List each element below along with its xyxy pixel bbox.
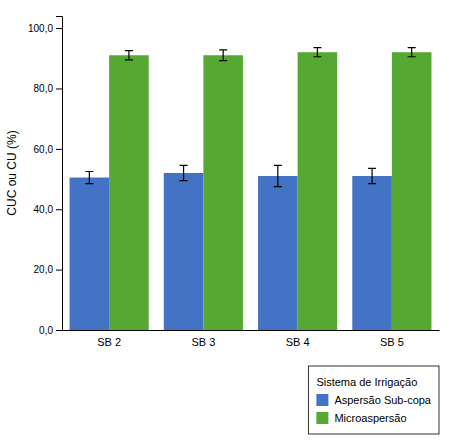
bar xyxy=(352,176,392,330)
legend-label: Microaspersão xyxy=(334,412,406,424)
tick: SB 4 xyxy=(286,336,310,348)
error-bar xyxy=(219,50,227,61)
series xyxy=(109,48,431,330)
error-bar xyxy=(85,171,93,183)
tick-label: SB 2 xyxy=(97,336,121,348)
axis-line xyxy=(63,330,440,331)
tick-label: SB 5 xyxy=(380,336,404,348)
tick: 40,0 xyxy=(34,204,62,215)
chart: 0,0 20,0 40,0 60,0 80,0 100,0 SB 2 SB 3 SB 4 SB 5… xyxy=(0,0,455,448)
error-bar xyxy=(313,48,321,57)
axis-title: CUC ou CU (%) xyxy=(5,130,19,215)
tick-mark xyxy=(56,209,62,210)
tick-mark xyxy=(56,28,62,29)
tick-label: 0,0 xyxy=(39,325,53,336)
error-bar xyxy=(408,48,416,57)
tick-label: 100,0 xyxy=(28,23,53,34)
bar xyxy=(164,173,204,330)
error-bar xyxy=(274,165,282,186)
legend: Sistema de Irrigação Aspersão Sub-copa Mic… xyxy=(308,366,439,434)
tick-mark xyxy=(56,149,62,150)
error-bar xyxy=(125,51,133,60)
legend-title: Sistema de Irrigação xyxy=(316,376,417,388)
tick: 20,0 xyxy=(34,264,62,275)
error-bar xyxy=(368,168,376,183)
bar xyxy=(70,178,110,330)
bar xyxy=(203,55,243,330)
bar xyxy=(298,52,338,330)
tick: SB 5 xyxy=(380,336,404,348)
tick: SB 3 xyxy=(191,336,215,348)
tick: 80,0 xyxy=(34,83,62,94)
legend-swatch xyxy=(316,394,328,406)
legend-label: Aspersão Sub-copa xyxy=(334,394,431,406)
tick-label: SB 3 xyxy=(191,336,215,348)
plot: 0,0 20,0 40,0 60,0 80,0 100,0 SB 2 SB 3 SB 4 SB 5… xyxy=(5,17,440,348)
axis-line xyxy=(56,17,63,331)
bar xyxy=(109,55,149,330)
bar xyxy=(392,52,432,330)
bar xyxy=(258,176,298,330)
y-axis: 0,0 20,0 40,0 60,0 80,0 100,0 xyxy=(28,17,63,336)
tick: SB 2 xyxy=(97,336,121,348)
x-axis: SB 2 SB 3 SB 4 SB 5 xyxy=(63,331,440,348)
legend-swatch xyxy=(316,412,328,424)
tick: 0,0 xyxy=(39,325,62,336)
tick: 60,0 xyxy=(34,144,62,155)
tick-label: 60,0 xyxy=(34,144,54,155)
tick-label: SB 4 xyxy=(286,336,310,348)
marks xyxy=(70,48,432,330)
tick: 100,0 xyxy=(28,23,62,34)
tick-mark xyxy=(56,270,62,271)
tick-mark xyxy=(56,88,62,89)
error-bar xyxy=(180,165,188,180)
legend-frame xyxy=(308,366,439,434)
tick-mark xyxy=(56,330,62,331)
tick-label: 80,0 xyxy=(34,83,54,94)
tick-label: 40,0 xyxy=(34,204,54,215)
tick-label: 20,0 xyxy=(34,264,54,275)
